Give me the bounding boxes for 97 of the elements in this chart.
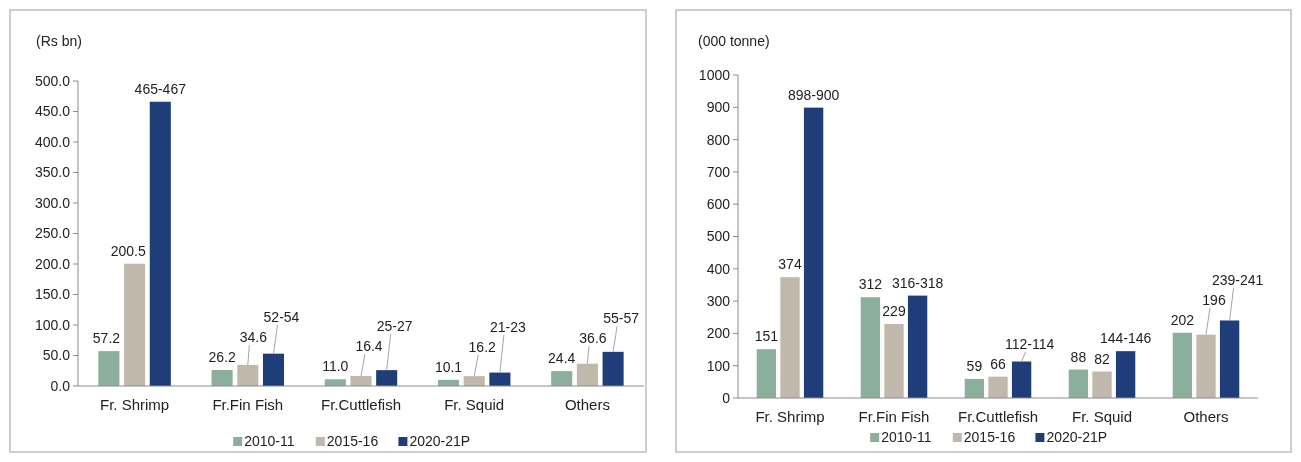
y-tick-label: 0.0 [50, 377, 71, 394]
y-tick-label: 200 [706, 325, 731, 342]
y-tick-label: 100 [706, 357, 731, 374]
data-label: 82 [1094, 350, 1110, 367]
bar [780, 277, 800, 398]
bar [756, 349, 777, 398]
data-label: 465-467 [134, 80, 187, 97]
legend-label: 2020-21P [1046, 429, 1108, 445]
x-tick-label: Others [564, 396, 610, 413]
y-tick-label: 150.0 [34, 286, 71, 303]
bar [463, 376, 485, 386]
x-tick-label: Fr.Cuttlefish [957, 408, 1039, 425]
x-tick-label: Fr.Cuttlefish [320, 396, 402, 413]
bar [1196, 334, 1216, 398]
x-tick-label: Fr.Fin Fish [212, 396, 284, 413]
x-tick-label: Fr.Fin Fish [858, 408, 930, 425]
data-label: 196 [1202, 291, 1226, 308]
legend-label: 2010-11 [881, 429, 932, 445]
y-tick-label: 600 [706, 196, 731, 213]
bar [149, 101, 171, 386]
data-label: 374 [778, 256, 802, 273]
bar [237, 364, 259, 386]
y-tick-label: 300.0 [34, 194, 71, 211]
legend-label: 2020-21P [409, 433, 471, 449]
data-label: 239-241 [1211, 271, 1264, 288]
bar [602, 351, 624, 386]
bar [803, 107, 824, 398]
bar [988, 376, 1008, 398]
bar [964, 378, 985, 398]
y-tick-label: 500.0 [34, 72, 71, 89]
data-label: 57.2 [92, 330, 121, 347]
data-label: 10.1 [434, 358, 463, 375]
data-label: 26.2 [208, 349, 236, 366]
bar [1011, 361, 1032, 398]
data-label: 151 [754, 328, 779, 345]
y-tick-label: 50.0 [42, 347, 71, 364]
data-label: 898-900 [787, 86, 840, 103]
x-tick-label: Fr. Squid [1071, 408, 1133, 425]
y-tick-label: 1000 [698, 66, 731, 83]
legend-label: 2015-16 [326, 433, 379, 449]
y-axis-title: (000 tonne) [698, 33, 770, 49]
data-label: 24.4 [548, 350, 576, 367]
y-tick-label: 800 [706, 131, 731, 148]
data-label: 112-114 [1004, 335, 1055, 352]
data-label: 25-27 [376, 318, 413, 335]
x-tick-label: Fr. Squid [444, 396, 505, 413]
bar [98, 351, 120, 386]
bar [262, 353, 285, 386]
data-label: 312 [858, 276, 883, 293]
bar [884, 324, 904, 398]
bar [551, 371, 573, 386]
data-label: 52-54 [263, 309, 300, 326]
y-tick-label: 0 [722, 389, 731, 406]
bar [907, 295, 928, 398]
data-label: 59 [966, 357, 983, 374]
bar [576, 363, 598, 386]
bar [1068, 369, 1089, 398]
data-label: 200.5 [110, 242, 146, 259]
bar [124, 263, 146, 386]
data-label: 11.0 [322, 358, 349, 375]
bar [376, 370, 398, 386]
data-label: 36.6 [579, 330, 607, 347]
y-tick-label: 700 [706, 163, 731, 180]
bar [1172, 332, 1193, 398]
bar [211, 370, 233, 386]
data-label: 16.4 [355, 338, 383, 355]
data-label: 55-57 [603, 310, 640, 327]
x-tick-label: Fr. Shrimp [755, 408, 825, 425]
x-tick-label: Fr. Shrimp [100, 396, 170, 413]
data-label: 16.2 [468, 338, 497, 355]
legend-label: 2010-11 [244, 433, 295, 449]
bar [860, 297, 881, 398]
y-tick-label: 200.0 [34, 255, 71, 272]
legend-label: 2015-16 [963, 429, 1016, 445]
y-tick-label: 350.0 [34, 164, 71, 181]
y-tick-label: 500 [706, 228, 731, 245]
y-tick-label: 400.0 [34, 133, 71, 150]
y-tick-label: 900 [706, 99, 731, 116]
data-label: 144-146 [1099, 330, 1152, 347]
data-label: 21-23 [489, 318, 527, 335]
y-tick-label: 300 [706, 293, 731, 309]
x-tick-label: Others [1183, 408, 1229, 425]
y-tick-label: 400 [706, 260, 731, 277]
data-label: 202 [1170, 311, 1195, 328]
y-tick-label: 100.0 [34, 316, 71, 333]
y-tick-label: 450.0 [34, 103, 71, 120]
data-label: 66 [990, 355, 1006, 372]
data-label: 88 [1070, 348, 1087, 365]
bar [1219, 320, 1240, 398]
data-label: 34.6 [239, 329, 268, 346]
bar [1092, 371, 1112, 398]
y-axis-title: (Rs bn) [36, 33, 82, 49]
bar [350, 376, 372, 386]
data-label: 316-318 [891, 274, 944, 291]
bar [1115, 351, 1136, 398]
data-label: 229 [882, 303, 906, 320]
y-tick-label: 250.0 [34, 225, 71, 242]
